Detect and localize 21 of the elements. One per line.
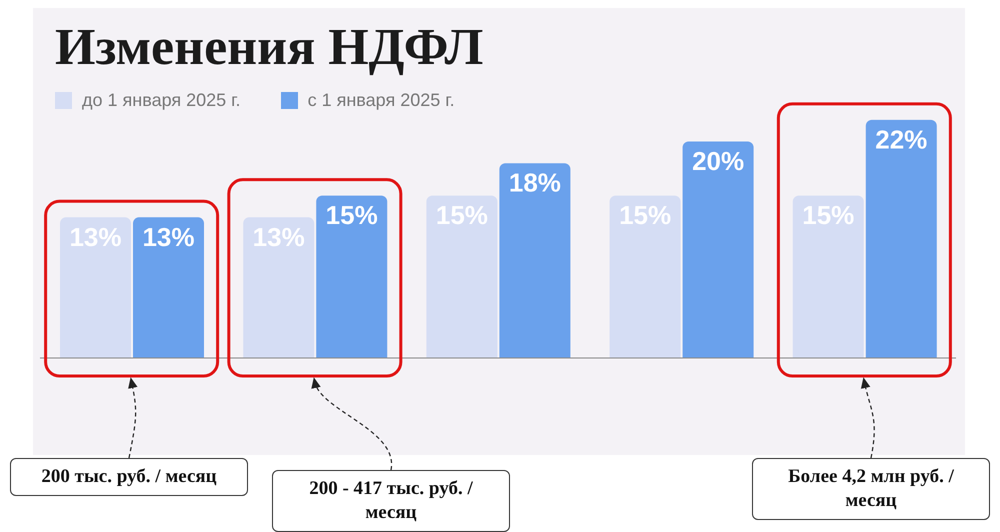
text: Более 4,2 млн руб. / месяц xyxy=(752,458,990,520)
data-label: 18% xyxy=(508,168,561,198)
bar xyxy=(316,196,388,358)
data-label: 13% xyxy=(142,222,195,252)
bar xyxy=(682,142,754,358)
data-label: 15% xyxy=(326,200,378,230)
bar xyxy=(866,120,937,358)
legend-label: с 1 января 2025 г. xyxy=(308,90,455,111)
text: 200 - 417 тыс. руб. / месяц xyxy=(272,470,510,532)
data-label: 22% xyxy=(875,124,928,154)
bar xyxy=(792,196,864,358)
legend-label: до 1 января 2025 г. xyxy=(82,90,241,111)
text: 200 тыс. руб. / месяц xyxy=(10,458,248,496)
bar xyxy=(243,217,314,358)
data-label: 20% xyxy=(692,146,744,176)
bar xyxy=(499,163,570,358)
chart-title: Изменения НДФЛ xyxy=(55,18,484,77)
bar xyxy=(133,217,204,358)
bar xyxy=(60,217,131,358)
bar xyxy=(426,196,498,358)
bar xyxy=(610,196,681,358)
